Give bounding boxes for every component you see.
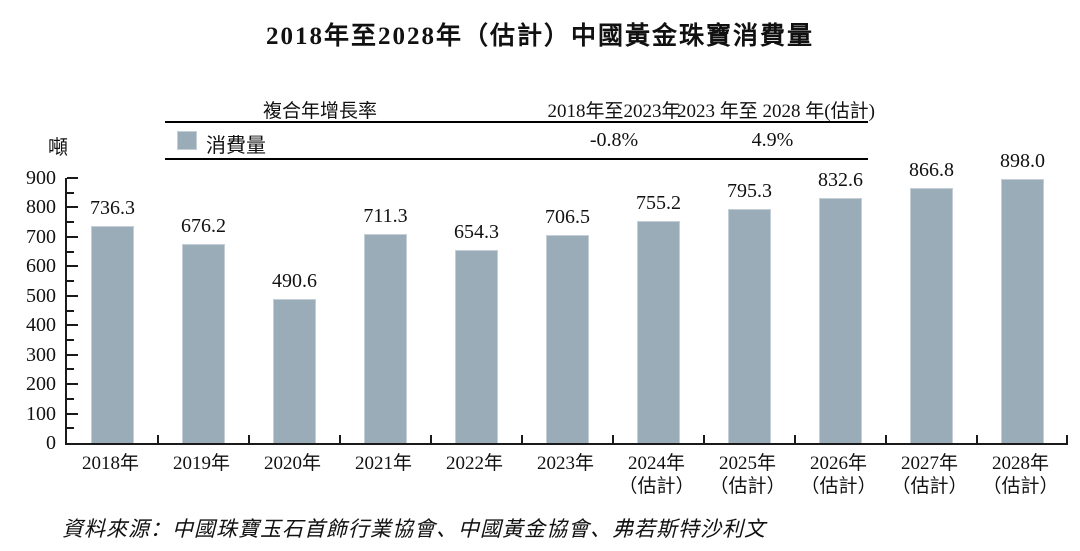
cagr-table: 複合年增長率 2018年至2023年 2023 年至 2028 年(估計) 消費… [165,94,875,160]
y-major-tick [67,412,78,415]
y-axis-unit-label: 噸 [48,137,68,159]
x-axis-tick [248,435,250,443]
x-axis-category-label: 2022年 [445,453,503,474]
bar-value-label: 654.3 [454,221,499,244]
y-minor-tick [67,397,74,400]
source-note: 資料來源：中國珠寶玉石首飾行業協會、中國黃金協會、弗若斯特沙利文 [62,517,766,541]
x-axis-category-label: 2026年 （估計） [800,453,877,497]
x-axis-category-label: 2019年 [172,453,230,474]
bar-2028年 [1001,178,1044,443]
bar-2026年 [819,197,862,443]
y-minor-tick [67,427,74,430]
cagr-table-header-row: 複合年增長率 2018年至2023年 2023 年至 2028 年(估計) [165,94,875,123]
y-minor-tick [67,221,74,224]
x-axis-category-label: 2027年 （估計） [891,453,968,497]
plot-area: 736.3 676.2 490.6 711.3 654.3 706.5 755.2 795.3… [65,150,1068,445]
bar-2023年 [546,234,589,443]
x-axis-category-label: 2024年 （估計） [618,453,695,497]
y-minor-tick [67,338,74,341]
x-axis-tick [521,435,523,443]
x-axis-tick [703,435,705,443]
bar-value-label: 755.2 [636,191,681,214]
bar-value-label: 832.6 [818,168,863,191]
x-axis-tick [339,435,341,443]
y-major-tick [67,206,78,209]
x-axis-category-label: 2020年 [263,453,321,474]
bar-value-label: 898.0 [1000,149,1045,172]
bar-value-label: 866.8 [909,158,954,181]
y-axis-tick-label: 700 [26,225,56,248]
bar-value-label: 676.2 [181,214,226,237]
bar-2021年 [364,233,407,443]
x-axis-category-label: 2023年 [536,453,594,474]
legend-swatch [177,131,197,150]
bar-value-label: 795.3 [727,179,772,202]
bar-2020年 [273,298,316,443]
y-major-tick [67,324,78,327]
cagr-table-data-row: 消費量 -0.8% 4.9% [165,123,868,160]
bar-2024年 [637,220,680,443]
y-axis-tick-label: 300 [26,343,56,366]
bar-2022年 [455,250,498,443]
y-major-tick [67,294,78,297]
y-major-tick [67,265,78,268]
y-minor-tick [67,309,74,312]
y-axis-tick-label: 0 [46,432,56,454]
y-axis-tick-label: 800 [26,196,56,219]
bar-value-label: 736.3 [90,197,135,220]
y-minor-tick [67,368,74,371]
y-major-tick [67,235,78,238]
x-axis-tick [430,435,432,443]
x-axis-category-label: 2028年 （估計） [982,453,1059,497]
x-axis-tick [1066,435,1068,443]
legend-series-label: 消費量 [206,135,266,157]
x-axis-tick [612,435,614,443]
cagr-header-label: 複合年增長率 [263,101,378,122]
x-axis-category-label: 2018年 [81,453,139,474]
bar-2027年 [910,187,953,443]
x-axis-tick [794,435,796,443]
y-axis-tick-label: 900 [26,167,56,189]
y-major-tick [67,177,78,179]
bar-2018年 [91,226,134,443]
x-axis-tick [157,435,159,443]
cagr-period1-header: 2018年至2023年 [547,101,681,122]
y-axis-tick-label: 400 [26,314,56,337]
cagr-period1-value: -0.8% [589,129,639,151]
y-axis-tick-label: 200 [26,373,56,396]
y-axis-tick-label: 100 [26,402,56,425]
bar-value-label: 711.3 [363,204,408,227]
cagr-period2-value: 4.9% [751,129,794,151]
chart-title: 2018年至2028年（估計）中國黃金珠寶消費量 [265,23,814,50]
y-axis-tick-label: 500 [26,284,56,307]
y-axis-tick-label: 600 [26,255,56,278]
x-axis-tick [976,435,978,443]
cagr-period2-header: 2023 年至 2028 年(估計) [677,101,875,122]
y-major-tick [67,353,78,356]
y-major-tick [67,383,78,386]
bar-2019年 [182,243,225,443]
y-minor-tick [67,191,74,194]
bar-value-label: 490.6 [272,269,317,292]
x-axis-tick [885,435,887,443]
bar-2025年 [728,208,771,443]
bar-value-label: 706.5 [545,205,590,228]
x-axis-category-label: 2021年 [354,453,412,474]
y-minor-tick [67,280,74,283]
x-axis-category-label: 2025年 （估計） [709,453,786,497]
y-minor-tick [67,250,74,253]
